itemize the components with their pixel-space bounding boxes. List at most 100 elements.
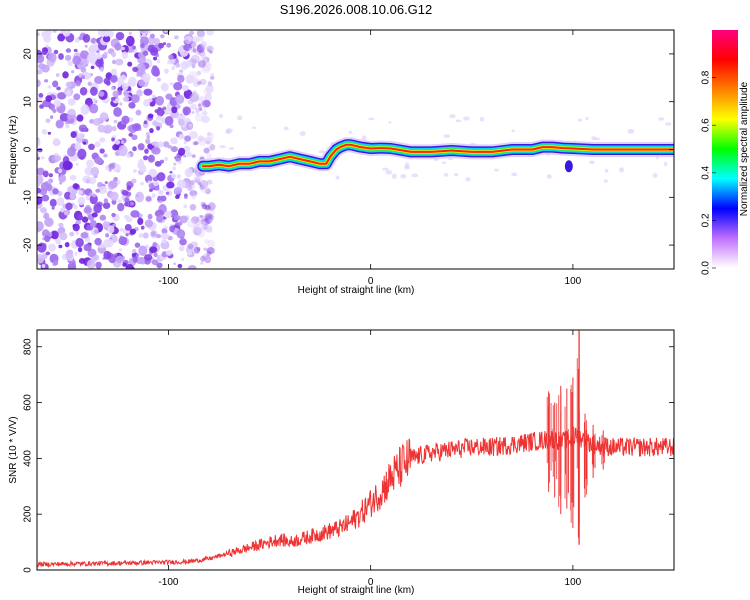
noise-speckle [193,224,200,230]
noise-speckle [112,143,120,151]
noise-speckle [618,167,625,173]
noise-speckle [37,175,44,184]
noise-speckle [72,183,79,190]
noise-speckle [75,80,81,87]
noise-speckle [113,119,118,124]
snr-x-tick-label: 0 [368,577,374,588]
noise-speckle [195,108,200,113]
noise-speckle [75,162,79,166]
noise-speckle [198,49,206,57]
noise-speckle [127,61,133,67]
noise-speckle [74,251,78,256]
noise-speckle [166,181,175,189]
noise-speckle [139,36,149,46]
noise-speckle [170,137,178,145]
noise-speckle [130,210,140,218]
noise-speckle [78,124,88,133]
snr-x-tick-label: 100 [565,577,582,588]
noise-speckle [120,74,127,81]
noise-speckle [182,106,191,116]
snr-x-tick-label: -100 [158,577,178,588]
noise-speckle [511,172,518,177]
noise-speckle [197,35,205,42]
noise-speckle [69,192,76,200]
noise-speckle [385,170,393,175]
noise-speckle [126,216,133,223]
noise-speckle [195,112,200,116]
noise-speckle [95,188,101,193]
noise-speckle [80,66,87,73]
noise-speckle [37,182,40,188]
noise-speckle [91,212,98,218]
noise-speckle [37,138,41,145]
noise-speckle [44,79,49,83]
noise-speckle [145,138,151,145]
spectrogram-x-tick-label: 0 [368,276,374,287]
noise-speckle [184,168,193,178]
noise-speckle [658,117,665,121]
noise-speckle [55,73,60,77]
noise-speckle [103,51,108,56]
noise-speckle [178,118,185,126]
noise-speckle [594,137,601,141]
noise-speckle [193,226,202,236]
noise-speckle [72,224,77,228]
noise-speckle [63,210,69,216]
ridge-layer [201,143,674,168]
noise-speckle [189,70,198,80]
noise-speckle [160,34,165,39]
noise-speckle [97,185,108,195]
noise-speckle [121,51,129,59]
noise-speckle [73,204,78,210]
noise-speckle [48,173,54,178]
noise-speckle [53,99,62,108]
noise-speckle [94,141,101,148]
noise-speckle [62,160,72,171]
noise-speckle [55,119,64,129]
noise-speckle [160,82,169,92]
noise-speckle [172,166,176,171]
noise-speckle [361,135,367,141]
noise-speckle [156,215,164,223]
noise-speckle [204,188,211,195]
noise-speckle [114,253,118,256]
noise-speckle [185,151,192,158]
noise-speckle [79,50,90,60]
noise-speckle [200,261,204,265]
noise-speckle [140,43,145,49]
noise-speckle [160,232,170,240]
noise-speckle [170,110,180,119]
noise-speckle [443,134,451,138]
noise-speckle [151,193,156,198]
noise-speckle [119,227,124,232]
spectrogram-x-axis-label: Height of straight line (km) [298,285,415,296]
noise-speckle [147,113,154,119]
noise-speckle [192,228,201,236]
noise-speckle [67,262,77,269]
noise-speckle [237,115,243,121]
noise-speckle [196,93,200,97]
noise-speckle [40,156,45,160]
noise-speckle [463,116,470,121]
noise-speckle [196,70,202,76]
noise-speckle [176,179,186,189]
noise-speckle [202,61,213,72]
noise-speckle [189,183,193,187]
snr-panel: -100 0 100 0 200 400 600 800 Height of straigh… [8,329,675,596]
noise-speckle [188,47,194,54]
noise-speckle [114,42,122,51]
noise-speckle [122,262,128,267]
noise-speckle [192,78,201,88]
noise-speckle [158,42,165,49]
noise-speckle [204,214,213,225]
noise-speckle [37,242,47,253]
noise-speckle [138,213,144,218]
noise-speckle [189,94,199,102]
noise-speckle [90,256,98,262]
noise-speckle [404,162,410,168]
noise-speckle [37,97,43,103]
noise-speckle [144,219,154,228]
noise-speckle [74,142,82,151]
noise-speckle [48,179,53,183]
